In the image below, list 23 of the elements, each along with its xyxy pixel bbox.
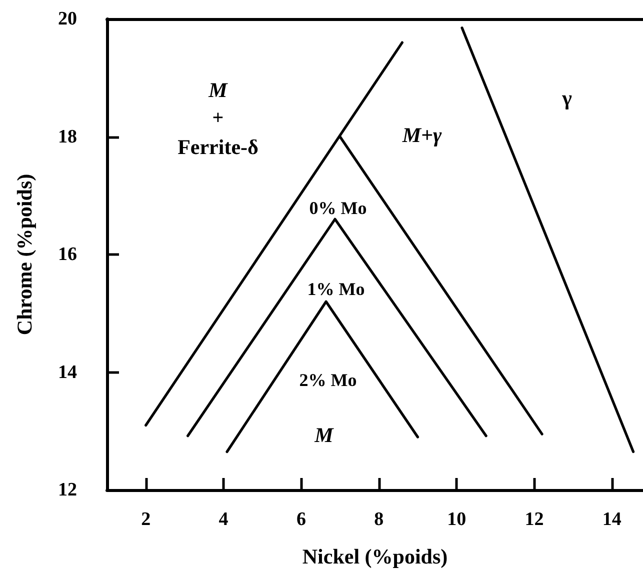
y-tick-label: 14 bbox=[58, 362, 78, 383]
annotation: γ bbox=[561, 86, 572, 110]
x-tick-label: 14 bbox=[602, 509, 622, 530]
x-tick-label: 8 bbox=[374, 509, 384, 530]
x-axis-title: Nickel (%poids) bbox=[302, 544, 448, 568]
y-tick-label: 16 bbox=[58, 244, 77, 265]
x-tick-label: 12 bbox=[524, 509, 544, 530]
x-tick-label: 10 bbox=[447, 509, 466, 530]
annotation: M bbox=[314, 423, 335, 447]
y-tick-label: 18 bbox=[58, 126, 77, 148]
annotation: Ferrite-δ bbox=[178, 135, 259, 159]
annotation: 2% Mo bbox=[299, 370, 357, 390]
y-tick-label: 20 bbox=[58, 8, 77, 30]
annotation: 1% Mo bbox=[307, 279, 365, 299]
x-tick-label: 6 bbox=[296, 509, 306, 530]
annotation: + bbox=[212, 107, 224, 129]
y-axis-title: Chrome (%poids) bbox=[12, 174, 36, 336]
annotation: 0% Mo bbox=[309, 198, 367, 218]
y-tick-label: 12 bbox=[58, 480, 77, 500]
annotation: M+γ bbox=[401, 123, 442, 147]
x-tick-label: 4 bbox=[218, 509, 229, 530]
annotation: M bbox=[208, 78, 229, 102]
x-tick-label: 2 bbox=[141, 509, 151, 530]
